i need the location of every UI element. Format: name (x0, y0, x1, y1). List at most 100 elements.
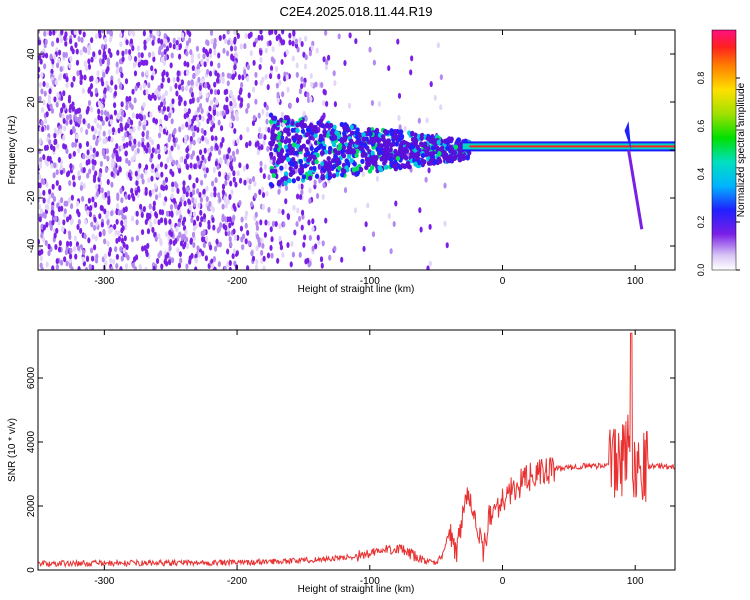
noise-mark (172, 136, 176, 143)
noise-mark (218, 34, 222, 41)
noise-mark (162, 179, 166, 186)
band-mark (443, 138, 448, 144)
band-mark (324, 122, 330, 128)
noise-mark (120, 101, 124, 108)
noise-mark (155, 258, 160, 265)
noise-mark (229, 241, 233, 248)
noise-mark (65, 171, 70, 178)
noise-mark (109, 87, 113, 94)
noise-mark (322, 112, 326, 119)
noise-mark (152, 200, 156, 207)
noise-mark (304, 115, 308, 122)
noise-mark (214, 135, 218, 142)
noise-mark (259, 167, 263, 174)
spectrogram-x-ticks: -300 -200 -100 0 100 (94, 30, 644, 287)
noise-mark (148, 136, 152, 143)
noise-mark (116, 203, 120, 210)
spectrogram-y-ticks: -40 -20 0 20 40 (26, 48, 675, 253)
noise-mark (128, 134, 132, 141)
noise-mark (206, 138, 210, 145)
band-mark (355, 148, 360, 154)
noise-mark (116, 49, 120, 56)
noise-mark (198, 85, 202, 92)
noise-mark (122, 142, 126, 149)
noise-mark (97, 130, 101, 137)
noise-mark (131, 145, 135, 152)
noise-mark (198, 103, 203, 110)
noise-mark (354, 38, 358, 45)
noise-mark (81, 195, 85, 202)
noise-mark (171, 186, 175, 193)
band-mark (346, 153, 352, 159)
noise-mark (300, 76, 304, 83)
noise-mark (98, 124, 103, 131)
band-mark (283, 138, 288, 145)
noise-mark (275, 82, 279, 89)
noise-mark (203, 129, 207, 136)
noise-mark (160, 263, 164, 270)
noise-mark (168, 218, 172, 225)
noise-mark (169, 155, 173, 162)
noise-mark (116, 195, 120, 202)
noise-mark (245, 265, 250, 270)
noise-mark (132, 256, 137, 263)
noise-mark (134, 189, 138, 196)
noise-mark (143, 244, 147, 251)
noise-mark (55, 101, 59, 108)
noise-mark (81, 249, 86, 256)
noise-mark (295, 97, 300, 104)
band-mark (270, 115, 276, 121)
noise-mark (443, 220, 447, 227)
band-mark (287, 178, 292, 184)
noise-mark (221, 76, 225, 83)
noise-mark (201, 236, 205, 243)
noise-mark (80, 37, 84, 44)
noise-mark (308, 234, 312, 241)
noise-mark (389, 248, 393, 255)
noise-mark (143, 39, 147, 46)
noise-mark (236, 234, 240, 241)
band-mark (398, 142, 404, 149)
noise-mark (38, 238, 41, 245)
noise-mark (68, 240, 73, 247)
band-mark (295, 176, 301, 182)
noise-mark (277, 188, 281, 195)
noise-mark (151, 163, 155, 170)
noise-mark (148, 203, 152, 210)
noise-mark (107, 48, 111, 55)
noise-mark (213, 37, 217, 44)
band-mark (328, 122, 334, 129)
noise-mark (102, 130, 106, 137)
band-mark (312, 128, 317, 134)
noise-mark (88, 44, 92, 51)
noise-mark (147, 82, 151, 89)
noise-mark (53, 127, 57, 134)
noise-mark (215, 110, 220, 117)
noise-mark (115, 153, 119, 160)
noise-mark (291, 55, 295, 62)
noise-mark (195, 177, 199, 184)
noise-mark (296, 207, 300, 214)
noise-mark (319, 256, 324, 263)
noise-mark (62, 134, 66, 141)
band-mark (326, 155, 331, 162)
band-mark (332, 124, 337, 130)
noise-mark (229, 161, 233, 168)
noise-mark (288, 102, 292, 109)
noise-mark (219, 110, 223, 117)
noise-mark (133, 70, 138, 77)
noise-mark (160, 57, 164, 64)
noise-mark (114, 246, 118, 253)
noise-mark (46, 124, 50, 131)
noise-mark (300, 183, 304, 190)
noise-mark (59, 164, 63, 171)
noise-mark (153, 218, 157, 225)
noise-mark (236, 137, 240, 144)
noise-mark (53, 132, 57, 139)
noise-mark (188, 31, 192, 38)
band-mark (419, 135, 424, 141)
noise-mark (79, 79, 83, 86)
noise-mark (178, 251, 182, 258)
noise-mark (228, 266, 232, 270)
band-mark (354, 139, 360, 145)
